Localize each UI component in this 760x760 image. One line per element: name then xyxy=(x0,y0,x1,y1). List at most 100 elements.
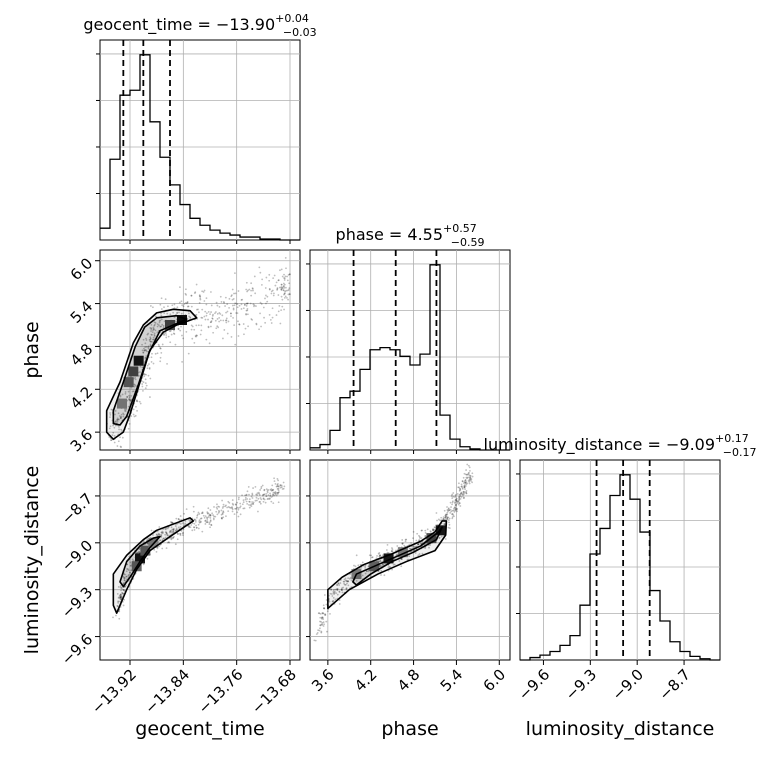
sample-point xyxy=(279,484,282,486)
sample-point xyxy=(244,498,247,501)
sample-point xyxy=(246,490,249,493)
sample-point xyxy=(341,589,343,592)
sample-point xyxy=(120,589,122,592)
sample-point xyxy=(281,298,284,301)
sample-point xyxy=(122,576,125,579)
sample-point xyxy=(272,491,275,494)
sample-point xyxy=(149,337,152,340)
sample-point xyxy=(201,530,204,533)
sample-point xyxy=(158,545,161,548)
sample-point xyxy=(152,336,155,339)
sample-point xyxy=(464,485,467,487)
sample-point xyxy=(234,507,237,510)
sample-point xyxy=(264,501,267,504)
sample-point xyxy=(470,478,473,480)
sample-point xyxy=(217,505,220,508)
sample-point xyxy=(277,279,280,282)
sample-point xyxy=(283,277,285,279)
sample-point xyxy=(179,286,181,289)
sample-point xyxy=(113,426,116,429)
sample-point xyxy=(454,502,456,504)
sample-point xyxy=(462,490,465,493)
sample-point xyxy=(468,474,471,477)
density-block xyxy=(397,547,408,558)
sample-point xyxy=(142,338,145,341)
sample-point xyxy=(247,486,250,488)
sample-point xyxy=(347,580,350,583)
sample-point xyxy=(126,396,129,398)
sample-point xyxy=(134,376,137,379)
ytick-label: −9.3 xyxy=(58,583,96,621)
sample-point xyxy=(123,579,126,582)
sample-point xyxy=(271,484,274,487)
sample-point xyxy=(438,536,441,539)
sample-point xyxy=(336,588,339,591)
sample-point xyxy=(455,507,457,510)
sample-point xyxy=(448,517,451,520)
sample-point xyxy=(229,506,232,509)
sample-point xyxy=(164,531,167,534)
sample-point xyxy=(313,639,316,642)
sample-point xyxy=(336,589,339,591)
sample-point xyxy=(276,477,279,480)
ytick-label: 4.8 xyxy=(67,340,97,370)
sample-point xyxy=(282,282,285,285)
sample-point xyxy=(169,530,172,533)
sample-point xyxy=(334,588,337,591)
sample-point xyxy=(280,287,283,290)
sample-point xyxy=(138,375,140,377)
sample-point xyxy=(125,408,128,411)
sample-point xyxy=(464,481,467,484)
sample-point xyxy=(205,312,208,315)
sample-point xyxy=(188,526,190,529)
sample-point xyxy=(321,622,324,624)
sample-point xyxy=(344,579,347,582)
sample-point xyxy=(417,543,419,546)
sample-point xyxy=(250,505,253,508)
sample-point xyxy=(393,563,396,566)
sample-point xyxy=(419,542,422,545)
sample-point xyxy=(208,523,211,525)
sample-point xyxy=(161,547,164,550)
sample-point xyxy=(281,305,284,308)
sample-point xyxy=(464,479,467,482)
sample-point xyxy=(463,496,465,499)
sample-point xyxy=(446,518,449,521)
sample-point xyxy=(273,292,275,295)
ytick-label: −9.0 xyxy=(58,536,96,574)
sample-point xyxy=(466,463,469,466)
sample-point xyxy=(195,526,198,529)
sample-point xyxy=(448,509,451,512)
sample-point xyxy=(151,306,154,309)
sample-point xyxy=(199,297,202,300)
sample-point xyxy=(171,537,173,540)
sample-point xyxy=(242,499,245,502)
sample-point xyxy=(223,329,226,331)
sample-point xyxy=(336,593,339,596)
sample-point xyxy=(462,494,464,497)
sample-point xyxy=(383,574,386,577)
sample-point xyxy=(156,547,159,550)
sample-point xyxy=(149,338,152,341)
sample-point xyxy=(209,520,212,523)
sample-point xyxy=(448,521,450,524)
sample-point xyxy=(409,547,412,550)
sample-point xyxy=(176,538,179,541)
sample-point xyxy=(361,574,364,577)
sample-point xyxy=(323,623,326,626)
sample-point xyxy=(119,596,122,598)
sample-point xyxy=(277,487,280,490)
sample-point xyxy=(145,337,147,340)
sample-point xyxy=(458,499,460,502)
sample-point xyxy=(118,594,121,597)
sample-point xyxy=(235,312,238,314)
sample-point xyxy=(456,500,459,502)
sample-point xyxy=(206,521,209,523)
sample-point xyxy=(462,476,465,479)
sample-point xyxy=(360,566,363,569)
sample-point xyxy=(153,548,156,551)
sample-point xyxy=(225,321,228,324)
sample-point xyxy=(459,497,462,500)
sample-point xyxy=(149,340,152,343)
sample-point xyxy=(221,512,224,515)
